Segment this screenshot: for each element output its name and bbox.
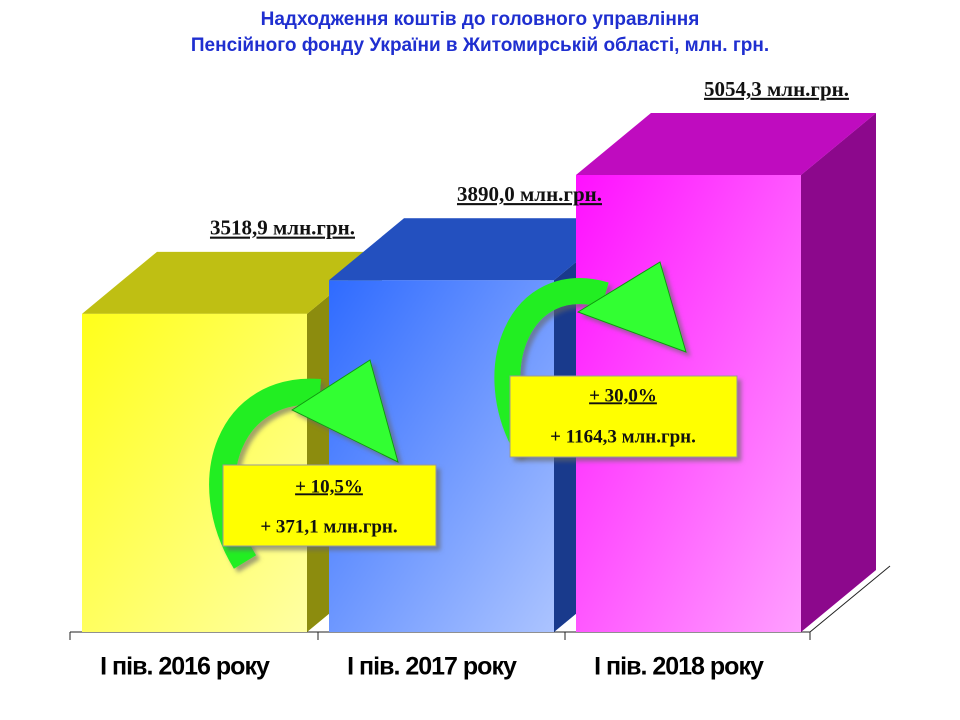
bars [82, 113, 876, 633]
bar-top-shade [576, 113, 876, 175]
x-tick-label: І пів. 2017 року [347, 653, 517, 681]
annotation-bg [222, 464, 437, 547]
x-tick-label: І пів. 2018 року [594, 653, 764, 681]
bar-top-shade [329, 218, 629, 281]
bar-top [576, 113, 876, 175]
x-tick-label: І пів. 2016 року [100, 653, 270, 681]
annotation-box [222, 375, 738, 547]
arrow-head [576, 261, 687, 353]
annotation: + 30,0% [589, 385, 657, 406]
annotation: + 1164,3 млн.грн. [550, 426, 696, 447]
bar-side [801, 113, 876, 632]
bar-top [82, 251, 382, 314]
chart-title: Пенсійного фонду України в Житомирській … [191, 35, 769, 56]
bar-top-shade [82, 251, 382, 314]
value-label: 5054,3 млн.грн. [704, 77, 849, 101]
bar-side-shade [801, 113, 876, 632]
value-label: 3518,9 млн.грн. [210, 216, 355, 240]
bar-top [329, 218, 629, 281]
floor [69, 565, 891, 640]
value-label: 3890,0 млн.грн. [457, 182, 602, 206]
annotation: + 10,5% [295, 476, 363, 497]
arrow-head [290, 359, 399, 463]
annotation-bg [509, 375, 738, 458]
annotation: + 371,1 млн.грн. [260, 516, 397, 537]
chart-title: Надходження коштів до головного управлін… [261, 9, 700, 30]
